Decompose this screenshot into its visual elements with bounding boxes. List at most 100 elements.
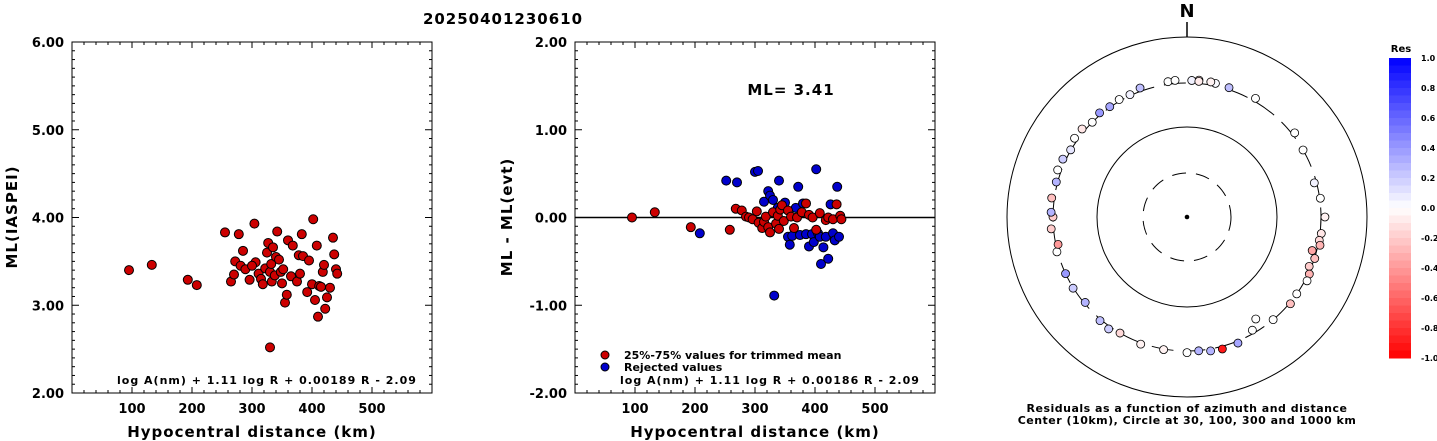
data-point xyxy=(325,282,335,293)
colorbar-band xyxy=(1389,185,1411,194)
north-label: N xyxy=(1179,1,1194,22)
x-tick-label: 400 xyxy=(298,402,325,417)
colorbar-band xyxy=(1389,290,1411,299)
data-point xyxy=(322,292,332,303)
colorbar-band xyxy=(1389,110,1411,119)
colorbar-band xyxy=(1389,200,1411,209)
station-point xyxy=(1206,77,1216,87)
rejected-point xyxy=(823,253,834,264)
station-point xyxy=(1298,145,1308,155)
trimmed-point xyxy=(807,212,818,223)
x-tick-label: 500 xyxy=(861,402,888,417)
colorbar-band xyxy=(1389,343,1411,351)
colorbar-band xyxy=(1389,238,1411,246)
station-point xyxy=(1080,298,1090,307)
y-tick-label: -2.00 xyxy=(530,387,567,402)
station-point xyxy=(1061,269,1070,279)
x-tick-label: 400 xyxy=(801,402,828,417)
data-point xyxy=(244,274,255,285)
trimmed-point xyxy=(685,222,696,233)
legend-marker-trimmed xyxy=(600,350,610,360)
station-point xyxy=(1104,324,1114,334)
data-point xyxy=(329,249,340,260)
y-tick-label: 5.00 xyxy=(32,124,64,139)
data-point xyxy=(304,255,314,266)
colorbar-band xyxy=(1389,305,1411,314)
data-point xyxy=(296,229,307,240)
colorbar-band xyxy=(1389,125,1411,134)
station-point xyxy=(1290,128,1300,138)
data-point xyxy=(274,254,284,265)
rejected-point xyxy=(774,175,784,186)
y-tick-label: 2.00 xyxy=(32,387,64,402)
data-point xyxy=(308,214,319,225)
ml-annotation: ML= 3.41 xyxy=(747,81,834,99)
colorbar-tick-label: -0.4 xyxy=(1421,264,1437,273)
data-point xyxy=(316,281,326,292)
x-tick-label: 300 xyxy=(238,402,265,417)
rejected-point xyxy=(818,242,829,253)
station-point xyxy=(1070,133,1079,143)
rejected-point xyxy=(832,181,843,192)
colorbar-tick-label: 0.8 xyxy=(1421,84,1436,93)
station-point xyxy=(1315,193,1325,203)
colorbar-band xyxy=(1389,283,1411,291)
trimmed-point xyxy=(811,224,822,235)
rejected-point xyxy=(769,290,780,301)
colorbar-band xyxy=(1389,80,1411,89)
axis-ticks: 100 200 300 400 500 -2.00 -1.00 0.00 1.00 2.00 xyxy=(530,36,935,417)
legend-marker-rejected xyxy=(600,362,610,372)
colorbar-band xyxy=(1389,268,1411,276)
data-point xyxy=(311,240,322,251)
data-point xyxy=(247,260,257,271)
data-point xyxy=(220,227,230,238)
data-point xyxy=(332,268,343,279)
colorbar-band xyxy=(1389,223,1411,231)
data-point xyxy=(278,264,289,275)
colorbar-tick-label: 0.2 xyxy=(1421,174,1435,183)
rejected-point xyxy=(732,177,742,188)
colorbar-band xyxy=(1389,103,1411,111)
station-point xyxy=(1251,314,1261,324)
data-point xyxy=(302,287,313,298)
magnitude-vs-distance-plot: 100 200 300 400 500 2.00 3.00 4.00 5.00 6.00 Hypo… xyxy=(3,36,433,441)
data-point xyxy=(182,274,193,285)
colorbar-ticks: 1.0 0.8 0.6 0.4 0.2 0.0 -0.2 -0.4 -0.6 -0.8 -1.0 xyxy=(1421,54,1437,363)
y-axis-label: ML - ML(evt) xyxy=(498,158,516,276)
station-point xyxy=(1224,83,1234,93)
rejected-point xyxy=(811,164,822,175)
station-point xyxy=(1163,77,1173,87)
colorbar-band xyxy=(1389,193,1411,201)
rejected-point xyxy=(753,165,763,176)
station-point xyxy=(1046,207,1056,217)
colorbar-band xyxy=(1389,155,1411,164)
data-point xyxy=(313,311,323,322)
trimmed-point xyxy=(765,227,775,238)
y-tick-label: 0.00 xyxy=(535,212,567,227)
center-dot xyxy=(1184,214,1190,220)
station-point xyxy=(1247,325,1257,335)
x-tick-label: 100 xyxy=(118,402,145,417)
station-point xyxy=(1320,212,1330,222)
rejected-point xyxy=(784,239,795,250)
station-point xyxy=(1053,240,1063,249)
rejected-point xyxy=(793,181,804,192)
data-point xyxy=(319,259,329,270)
station-point xyxy=(1159,345,1169,355)
formula-label: log A(nm) + 1.11 log R + 0.00186 R - 2.0… xyxy=(620,374,920,387)
colorbar-band xyxy=(1389,65,1411,74)
caption-line-2: Center (10km), Circle at 30, 100, 300 an… xyxy=(1018,414,1357,427)
station-point xyxy=(1292,289,1302,299)
colorbar-band xyxy=(1389,253,1411,261)
station-point xyxy=(1051,177,1061,187)
y-tick-label: 4.00 xyxy=(32,212,64,227)
data-point xyxy=(146,259,157,270)
colorbar-band xyxy=(1389,178,1411,186)
data-point xyxy=(328,232,338,243)
trimmed-point xyxy=(649,207,660,218)
station-point xyxy=(1066,145,1076,155)
station-point xyxy=(1182,348,1192,358)
data-point xyxy=(310,294,320,305)
station-point xyxy=(1058,154,1068,164)
station-point xyxy=(1170,75,1180,85)
